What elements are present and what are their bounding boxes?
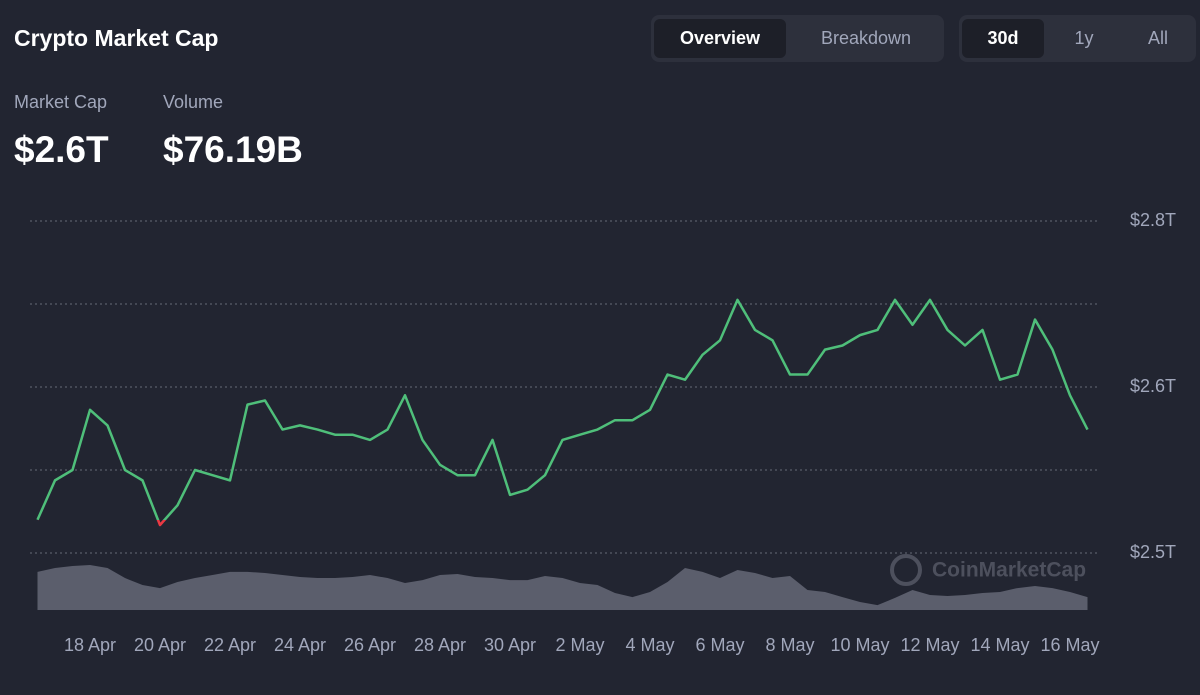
stat-label: Volume (163, 92, 223, 112)
selected-tab-bg (654, 19, 786, 58)
x-tick-label: 16 May (1040, 635, 1099, 655)
watermark-text: CoinMarketCap (932, 559, 1086, 582)
x-tick-label: 30 Apr (484, 635, 536, 655)
tab[interactable]: Overview (680, 28, 761, 48)
x-tick-label: 14 May (970, 635, 1029, 655)
watermark-logo (890, 554, 922, 586)
x-tick-label: 18 Apr (64, 635, 116, 655)
x-tick-label: 26 Apr (344, 635, 396, 655)
watermark: CoinMarketCap (890, 554, 1086, 586)
x-tick-label: 6 May (695, 635, 744, 655)
stat-value: $2.6T (14, 129, 109, 170)
selected-tab-bg (962, 19, 1044, 58)
x-tick-label: 8 May (765, 635, 814, 655)
tab[interactable]: All (1148, 28, 1168, 48)
y-tick-label: $2.6T (1130, 376, 1176, 396)
price-line (36, 298, 1089, 527)
y-tick-label: $2.8T (1130, 210, 1176, 230)
x-tick-label: 12 May (900, 635, 959, 655)
x-tick-label: 2 May (555, 635, 604, 655)
stat-value: $76.19B (163, 129, 303, 170)
tab[interactable]: 30d (987, 28, 1018, 48)
x-tick-label: 4 May (625, 635, 674, 655)
x-tick-label: 28 Apr (414, 635, 466, 655)
x-tick-label: 20 Apr (134, 635, 186, 655)
tab[interactable]: Breakdown (821, 28, 911, 48)
y-tick-label: $2.5T (1130, 542, 1176, 562)
tab[interactable]: 1y (1074, 28, 1093, 48)
x-tick-label: 24 Apr (274, 635, 326, 655)
x-tick-label: 22 Apr (204, 635, 256, 655)
page-title: Crypto Market Cap (14, 25, 218, 51)
volume-area (37, 564, 1088, 610)
x-tick-label: 10 May (830, 635, 889, 655)
stat-label: Market Cap (14, 92, 107, 112)
